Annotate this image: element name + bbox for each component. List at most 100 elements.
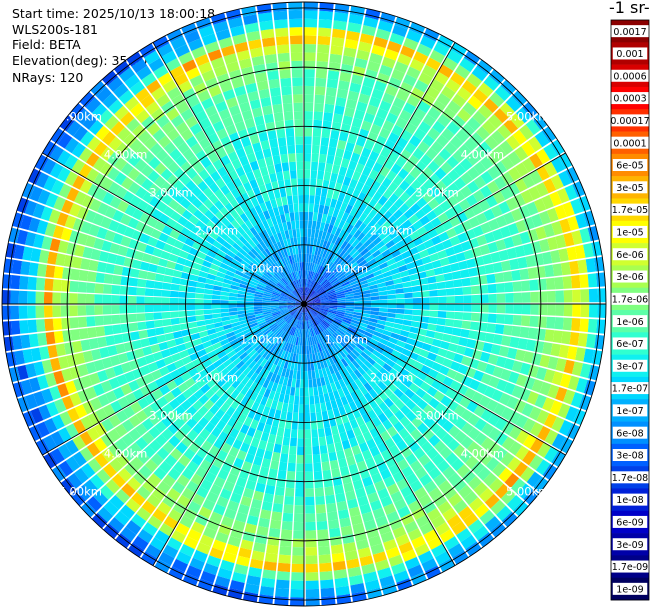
data-cell [335, 258, 344, 267]
data-cell [494, 431, 509, 446]
data-cell [86, 136, 101, 152]
data-cell [407, 528, 423, 541]
data-cell [399, 416, 411, 428]
data-cell [337, 238, 345, 248]
data-cell [12, 259, 23, 275]
data-cell [272, 103, 283, 114]
data-cell [35, 277, 46, 291]
data-cell [496, 379, 508, 392]
data-cell [547, 304, 556, 316]
data-cell [319, 2, 334, 12]
data-cell [504, 472, 520, 488]
data-cell [506, 494, 523, 511]
data-cell [521, 292, 531, 303]
data-cell [329, 305, 338, 308]
data-cell [304, 169, 311, 179]
data-cell [274, 287, 283, 293]
data-cell [356, 327, 366, 335]
data-cell [313, 386, 319, 396]
data-cell [297, 362, 301, 372]
data-cell [423, 404, 435, 416]
data-cell [389, 518, 403, 531]
data-cell [381, 350, 392, 359]
data-cell [156, 447, 170, 460]
data-cell [52, 305, 62, 318]
data-cell [326, 327, 334, 335]
data-cell [328, 309, 337, 313]
data-cell [177, 141, 190, 155]
data-cell [321, 410, 329, 420]
data-cell [79, 91, 96, 108]
data-cell [253, 490, 264, 501]
colorbar-label: 1e-08 [616, 495, 643, 506]
data-cell [379, 100, 392, 112]
data-cell [254, 331, 264, 339]
data-cell [420, 364, 432, 375]
data-cell [298, 203, 304, 212]
data-cell [373, 453, 384, 465]
data-cell [442, 358, 453, 368]
data-cell [194, 298, 204, 304]
data-cell [304, 454, 313, 464]
data-cell [431, 453, 445, 467]
data-cell [334, 227, 342, 237]
data-cell [341, 335, 350, 344]
data-cell [337, 260, 346, 269]
data-cell [294, 505, 304, 514]
data-cell [306, 287, 310, 297]
data-cell [463, 295, 472, 304]
data-cell [241, 277, 251, 283]
data-cell [317, 288, 325, 295]
data-cell [179, 323, 190, 331]
data-cell [408, 115, 422, 128]
data-cell [248, 360, 257, 370]
data-cell [83, 479, 99, 495]
data-cell [191, 186, 203, 198]
data-cell [308, 345, 312, 355]
data-cell [313, 470, 323, 480]
data-cell [371, 249, 382, 258]
data-cell [372, 191, 383, 202]
data-cell [272, 274, 281, 282]
data-cell [163, 275, 173, 283]
data-cell [310, 327, 315, 337]
data-cell [503, 358, 515, 371]
data-cell [245, 398, 255, 409]
data-cell [320, 137, 330, 147]
data-cell [480, 170, 494, 185]
data-cell [154, 421, 167, 434]
data-cell [295, 479, 304, 489]
data-cell [250, 419, 259, 430]
data-cell [360, 337, 370, 345]
data-cell [128, 380, 140, 392]
data-cell [322, 349, 328, 359]
data-cell [447, 438, 460, 452]
data-cell [253, 296, 263, 300]
data-cell [203, 399, 215, 410]
data-cell [434, 167, 447, 180]
data-cell [124, 96, 140, 111]
data-cell [398, 335, 408, 343]
data-cell [461, 277, 471, 287]
data-cell [200, 335, 211, 344]
data-cell [362, 293, 371, 298]
data-cell [216, 449, 228, 461]
data-cell [312, 301, 321, 304]
colorbar-label: 1e-09 [616, 584, 643, 595]
colorbar-label-bg [612, 337, 648, 350]
data-cell [304, 1, 318, 11]
data-cell [479, 451, 494, 466]
data-cell [245, 298, 254, 302]
data-cell [184, 377, 196, 388]
data-cell [413, 107, 427, 121]
data-cell [204, 255, 215, 264]
data-cell [205, 323, 215, 331]
data-cell [129, 195, 142, 208]
data-cell [355, 330, 364, 338]
data-cell [545, 277, 556, 290]
data-cell [461, 320, 471, 330]
data-cell [304, 446, 312, 455]
data-cell [379, 299, 388, 304]
data-cell [284, 287, 292, 294]
data-cell [249, 262, 259, 270]
